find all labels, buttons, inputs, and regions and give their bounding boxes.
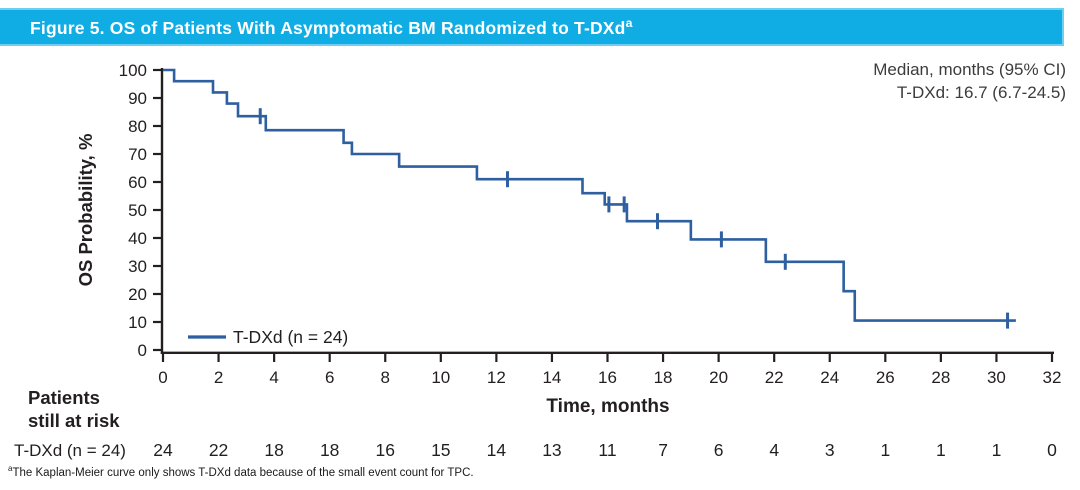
x-tick-label: 26 — [876, 368, 895, 387]
risk-value: 7 — [658, 440, 668, 460]
x-axis-label: Time, months — [546, 396, 670, 417]
risk-value: 18 — [264, 440, 283, 460]
x-tick-label: 8 — [381, 368, 390, 387]
median-annotation-line2: T-DXd: 16.7 (6.7-24.5) — [896, 83, 1066, 102]
figure-title-superscript: a — [625, 15, 633, 30]
y-tick-label: 80 — [128, 117, 147, 136]
x-tick-label: 28 — [931, 368, 950, 387]
risk-value: 22 — [209, 440, 228, 460]
x-tick-label: 12 — [487, 368, 506, 387]
x-tick-label: 24 — [820, 368, 839, 387]
risk-value: 16 — [376, 440, 395, 460]
footnote-superscript: a — [8, 464, 13, 473]
x-tick-label: 2 — [214, 368, 223, 387]
risk-value: 1 — [880, 440, 890, 460]
x-tick-label: 10 — [431, 368, 450, 387]
y-tick-label: 10 — [128, 313, 147, 332]
risk-value: 18 — [320, 440, 339, 460]
x-tick-label: 30 — [987, 368, 1006, 387]
y-tick-label: 20 — [128, 285, 147, 304]
km-curve — [163, 68, 1016, 322]
risk-value: 14 — [487, 440, 507, 460]
y-tick-label: 0 — [138, 341, 147, 360]
risk-table-header-line1: Patients — [28, 387, 100, 408]
y-tick-label: 100 — [119, 61, 147, 80]
risk-value: 13 — [542, 440, 561, 460]
x-tick-label: 14 — [542, 368, 561, 387]
x-tick-label: 16 — [598, 368, 617, 387]
risk-value: 11 — [598, 440, 616, 460]
legend-label: T-DXd (n = 24) — [233, 327, 349, 347]
y-tick-label: 60 — [128, 173, 147, 192]
risk-value: 15 — [431, 440, 450, 460]
x-tick-label: 4 — [269, 368, 278, 387]
x-tick-label: 0 — [158, 368, 167, 387]
x-tick-label: 18 — [654, 368, 673, 387]
y-tick-label: 50 — [128, 201, 147, 220]
risk-value: 24 — [153, 440, 173, 460]
risk-table-header: Patients still at risk — [28, 386, 120, 432]
x-tick-label: 6 — [325, 368, 334, 387]
y-tick-label: 90 — [128, 89, 147, 108]
figure-title: Figure 5. OS of Patients With Asymptomat… — [30, 15, 633, 38]
risk-value: 6 — [714, 440, 724, 460]
median-annotation-line1: Median, months (95% CI) — [873, 60, 1066, 79]
x-tick-label: 20 — [709, 368, 728, 387]
x-tick-label: 32 — [1043, 368, 1062, 387]
risk-value: 1 — [992, 440, 1002, 460]
risk-row-label: T-DXd (n = 24) — [14, 441, 126, 460]
risk-table-header-line2: still at risk — [28, 410, 120, 431]
y-tick-label: 70 — [128, 145, 147, 164]
risk-value: 1 — [936, 440, 946, 460]
y-tick-label: 40 — [128, 229, 147, 248]
y-axis-label: OS Probability, % — [75, 133, 96, 287]
risk-value: 3 — [825, 440, 835, 460]
x-tick-label: 22 — [765, 368, 784, 387]
median-annotation: Median, months (95% CI) T-DXd: 16.7 (6.7… — [873, 58, 1066, 104]
risk-value: 4 — [769, 440, 779, 460]
y-tick-label: 30 — [128, 257, 147, 276]
risk-value: 0 — [1047, 440, 1057, 460]
figure-title-bar: Figure 5. OS of Patients With Asymptomat… — [0, 8, 1064, 46]
footnote-text: The Kaplan-Meier curve only shows T-DXd … — [12, 466, 474, 479]
footnote: aThe Kaplan-Meier curve only shows T-DXd… — [8, 464, 474, 479]
